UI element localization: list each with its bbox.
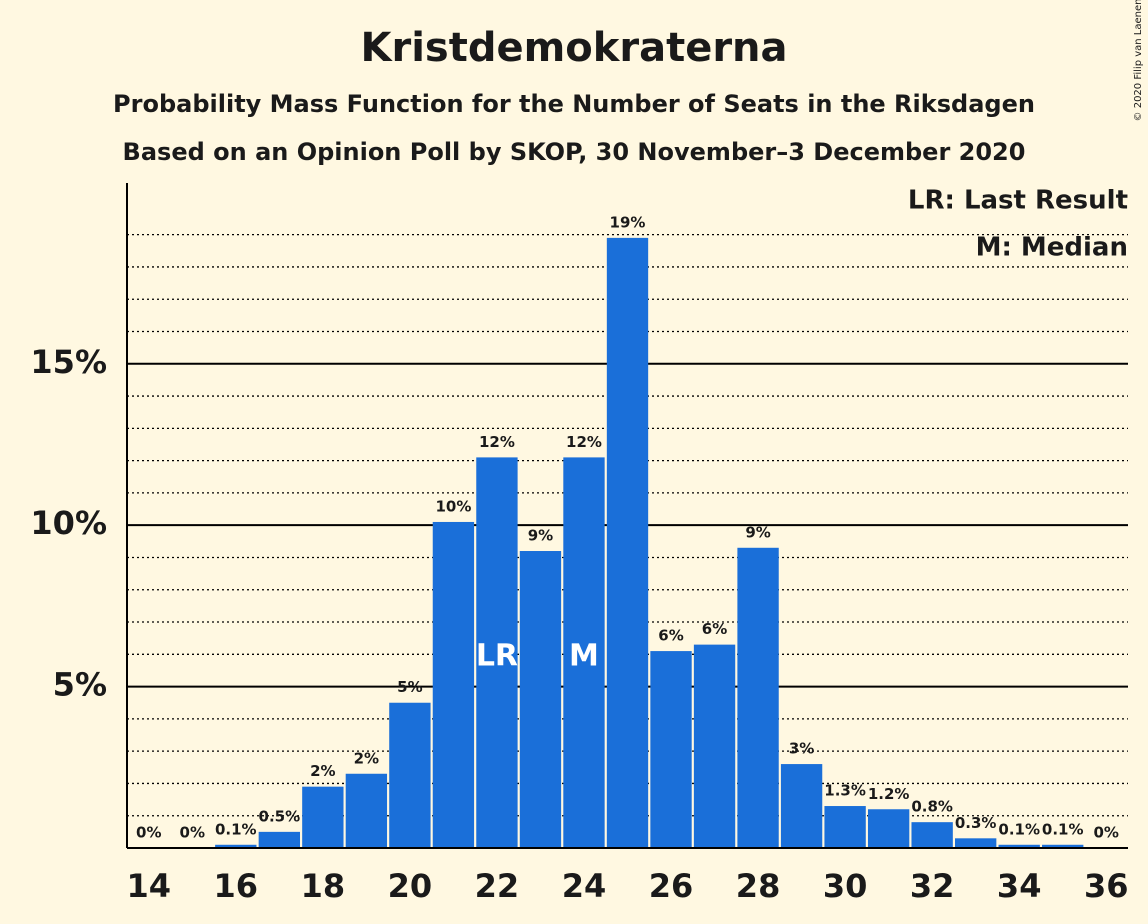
x-tick-label: 34: [997, 867, 1042, 905]
legend-note: M: Median: [976, 233, 1128, 263]
x-tick-label: 18: [301, 867, 346, 905]
y-tick-label: 5%: [53, 666, 107, 704]
x-tick-label: 30: [823, 867, 868, 905]
x-tick-label: 22: [475, 867, 520, 905]
data-label: 9%: [528, 527, 553, 545]
bar: [1042, 844, 1084, 848]
bar: [345, 773, 388, 848]
bar: [215, 844, 257, 848]
x-tick-label: 14: [126, 867, 171, 905]
x-tick-label: 36: [1084, 867, 1129, 905]
data-label: 1.2%: [868, 785, 910, 803]
x-tick-label: 20: [388, 867, 433, 905]
bar: [911, 822, 953, 848]
data-label: 0.1%: [1042, 820, 1084, 838]
bar: [432, 521, 475, 848]
data-label: 12%: [479, 433, 515, 451]
chart-subtitle: Based on an Opinion Poll by SKOP, 30 Nov…: [123, 138, 1026, 166]
data-label: 0%: [1094, 824, 1119, 842]
data-label: 3%: [789, 740, 814, 758]
bar: [867, 809, 910, 848]
data-label: 0.1%: [215, 820, 257, 838]
bar: [258, 831, 300, 848]
bar: [693, 644, 736, 848]
bar: [563, 457, 605, 848]
x-tick-label: 16: [214, 867, 259, 905]
chart-title: Kristdemokraterna: [360, 25, 787, 71]
data-label: 5%: [397, 678, 422, 696]
bar: [302, 786, 344, 848]
bar: [389, 702, 431, 848]
x-tick-label: 32: [910, 867, 955, 905]
bar: [476, 457, 518, 848]
x-tick-label: 28: [736, 867, 781, 905]
data-label: 1.3%: [824, 782, 866, 800]
legend-note: LR: Last Result: [908, 186, 1128, 216]
marker-label: M: [569, 639, 599, 674]
y-tick-label: 15%: [30, 343, 107, 381]
x-tick-label: 24: [562, 867, 607, 905]
data-label: 6%: [658, 627, 683, 645]
y-tick-label: 10%: [30, 504, 107, 542]
data-label: 19%: [610, 213, 646, 231]
data-label: 0%: [136, 824, 161, 842]
copyright: © 2020 Filip van Laenen: [1133, 0, 1144, 121]
bar: [606, 237, 649, 848]
data-label: 10%: [435, 497, 471, 515]
bar: [998, 844, 1040, 848]
data-label: 0%: [180, 824, 205, 842]
x-tick-label: 26: [649, 867, 694, 905]
data-label: 0.5%: [259, 807, 301, 825]
data-label: 12%: [566, 433, 602, 451]
bar: [519, 551, 562, 848]
chart-subtitle: Probability Mass Function for the Number…: [113, 90, 1035, 118]
bar: [737, 547, 779, 848]
bar: [650, 651, 692, 848]
bar: [780, 764, 823, 848]
bar: [955, 838, 997, 848]
data-label: 0.8%: [911, 798, 953, 816]
data-label: 2%: [310, 762, 335, 780]
data-label: 6%: [702, 620, 727, 638]
data-label: 2%: [354, 749, 379, 767]
marker-label: LR: [476, 639, 518, 674]
bar: [824, 806, 866, 848]
data-label: 0.3%: [955, 814, 997, 832]
data-label: 0.1%: [998, 820, 1040, 838]
data-label: 9%: [745, 523, 770, 541]
